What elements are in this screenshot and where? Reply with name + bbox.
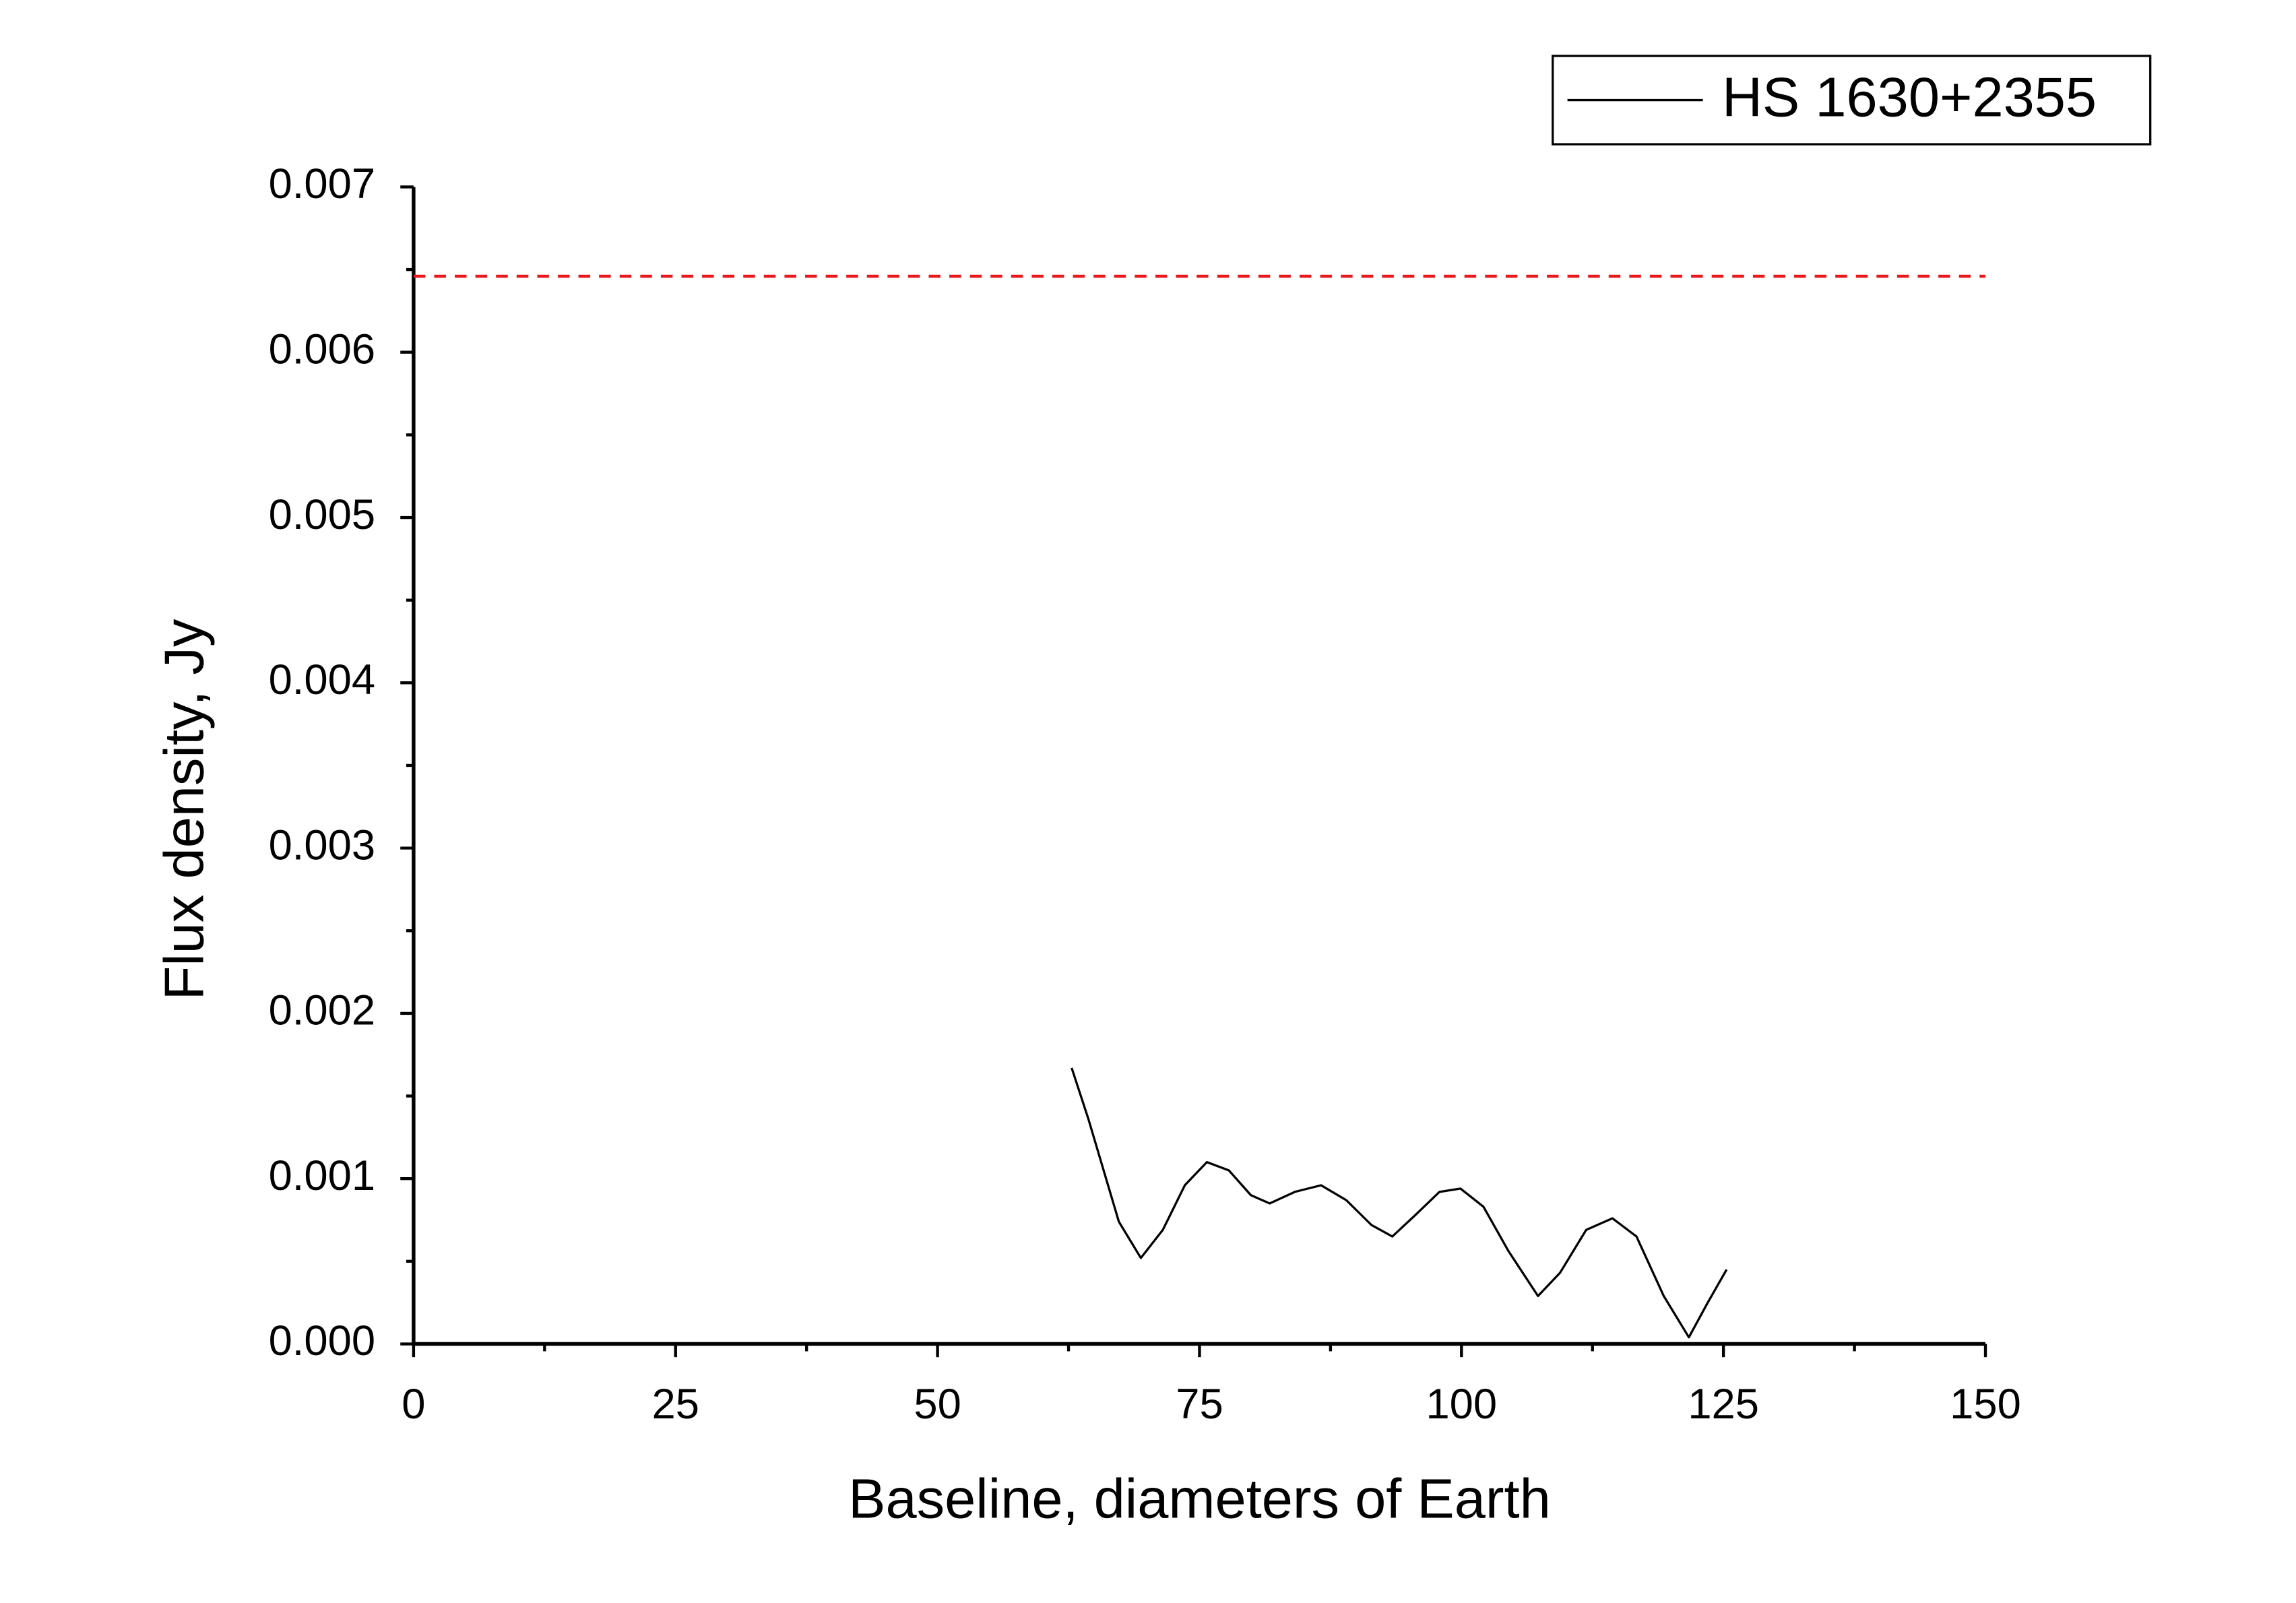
y-tick-label: 0.007 <box>269 160 376 208</box>
y-tick-label: 0.003 <box>269 821 376 869</box>
x-tick-label: 0 <box>402 1381 425 1428</box>
series-line <box>1071 1067 1728 1339</box>
y-tick-label: 0.004 <box>269 656 376 703</box>
y-tick-label: 0.001 <box>269 1152 376 1199</box>
y-tick-label: 0.005 <box>269 491 376 538</box>
x-axis-title: Baseline, diameters of Earth <box>848 1467 1551 1530</box>
x-tick-label: 25 <box>652 1381 699 1428</box>
y-axis-title: Flux density, Jy <box>153 619 216 1000</box>
y-tick-label: 0.006 <box>269 325 376 373</box>
x-tick-label: 125 <box>1688 1381 1759 1428</box>
x-tick-label: 150 <box>1950 1381 2021 1428</box>
y-tick-label: 0.000 <box>269 1317 376 1364</box>
legend-label: HS 1630+2355 <box>1722 66 2097 129</box>
x-tick-label: 50 <box>914 1381 961 1428</box>
x-tick-label: 75 <box>1176 1381 1223 1428</box>
y-tick-label: 0.002 <box>269 987 376 1034</box>
x-tick-label: 100 <box>1426 1381 1497 1428</box>
